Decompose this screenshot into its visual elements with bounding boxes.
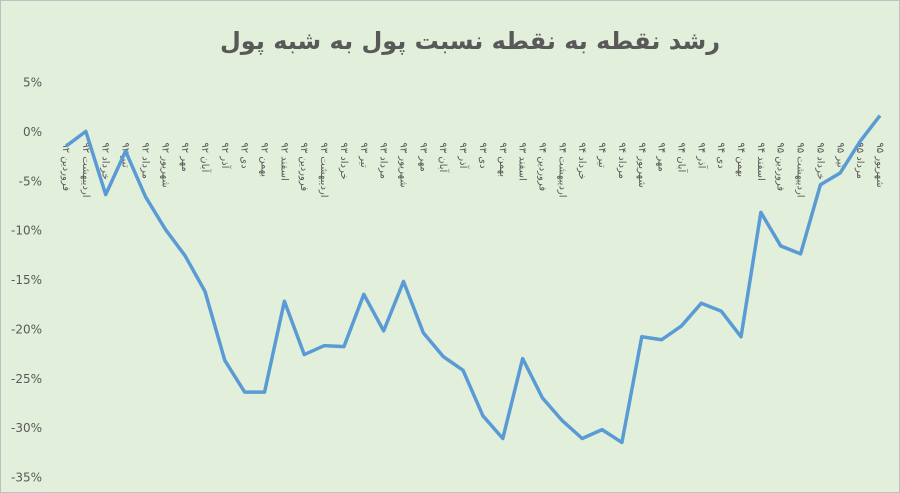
- x-tick-label: بهمن ۹۲: [259, 142, 270, 177]
- x-tick-label: فروردین ۹۳: [298, 142, 309, 191]
- x-tick-label: بهمن ۹۴: [735, 142, 746, 177]
- y-tick-label: -30%: [11, 421, 42, 435]
- y-tick-label: -15%: [11, 273, 42, 287]
- x-tick-label: اردیبهشت ۹۳: [318, 142, 329, 197]
- x-tick-label: بهمن ۹۳: [497, 142, 508, 177]
- x-tick-label: دی ۹۲: [239, 142, 250, 168]
- x-tick-label: اسفند ۹۲: [278, 142, 289, 180]
- x-tick-label: آذر ۹۳: [457, 142, 470, 169]
- x-tick-label: خرداد ۹۳: [338, 142, 349, 179]
- x-tick-label: اسفند ۹۴: [755, 142, 766, 180]
- x-tick-label: فروردین ۹۵: [775, 142, 786, 191]
- x-tick-label: شهریور ۹۴: [636, 142, 647, 187]
- x-tick-label: خرداد ۹۴: [576, 142, 587, 179]
- x-tick-label: خرداد ۹۵: [814, 142, 825, 179]
- x-tick-label: آبان ۹۳: [437, 142, 450, 173]
- x-tick-label: شهریور ۹۵: [874, 142, 885, 187]
- x-tick-label: مرداد ۹۵: [854, 142, 865, 179]
- x-tick-label: مهر ۹۲: [179, 142, 190, 171]
- x-tick-label: شهریور ۹۳: [398, 142, 409, 187]
- x-tick-label: دی ۹۴: [715, 142, 726, 168]
- x-tick-label: آذر ۹۴: [695, 142, 708, 169]
- x-tick-label: آبان ۹۴: [675, 142, 688, 173]
- x-tick-label: مهر ۹۳: [417, 142, 428, 171]
- y-tick-label: -10%: [11, 224, 42, 238]
- x-tick-label: اردیبهشت ۹۵: [795, 142, 806, 197]
- y-tick-label: 5%: [23, 76, 42, 90]
- x-tick-label: شهریور ۹۲: [159, 142, 170, 187]
- y-tick-label: -35%: [11, 471, 42, 485]
- chart-title: رشد نقطه به نقطه نسبت پول به شبه پول: [220, 27, 720, 55]
- line-series: [64, 114, 882, 445]
- x-tick-label: آبان ۹۲: [199, 142, 212, 173]
- y-tick-label: -5%: [19, 174, 42, 188]
- y-tick-label: 0%: [23, 125, 42, 139]
- x-tick-label: اردیبهشت ۹۲: [80, 142, 91, 197]
- x-tick-label: فروردین ۹۴: [536, 142, 547, 191]
- x-tick-label: دی ۹۳: [477, 142, 488, 168]
- x-tick-label: تیر ۹۵: [834, 142, 845, 167]
- x-tick-label: اردیبهشت ۹۴: [556, 142, 567, 197]
- y-tick-label: -25%: [11, 372, 42, 386]
- x-tick-label: مرداد ۹۳: [378, 142, 389, 179]
- x-tick-label: مرداد ۹۲: [139, 142, 150, 179]
- x-tick-label: اسفند ۹۳: [517, 142, 528, 180]
- x-tick-label: آذر ۹۲: [219, 142, 232, 169]
- x-tick-label: مهر ۹۴: [656, 142, 667, 171]
- x-tick-label: مرداد ۹۴: [616, 142, 627, 179]
- x-tick-label: تیر ۹۳: [358, 142, 369, 167]
- x-tick-label: خرداد ۹۲: [100, 142, 111, 179]
- y-tick-label: -20%: [11, 322, 42, 336]
- x-tick-label: فروردین ۹۲: [60, 142, 71, 191]
- x-tick-label: تیر ۹۴: [596, 142, 607, 167]
